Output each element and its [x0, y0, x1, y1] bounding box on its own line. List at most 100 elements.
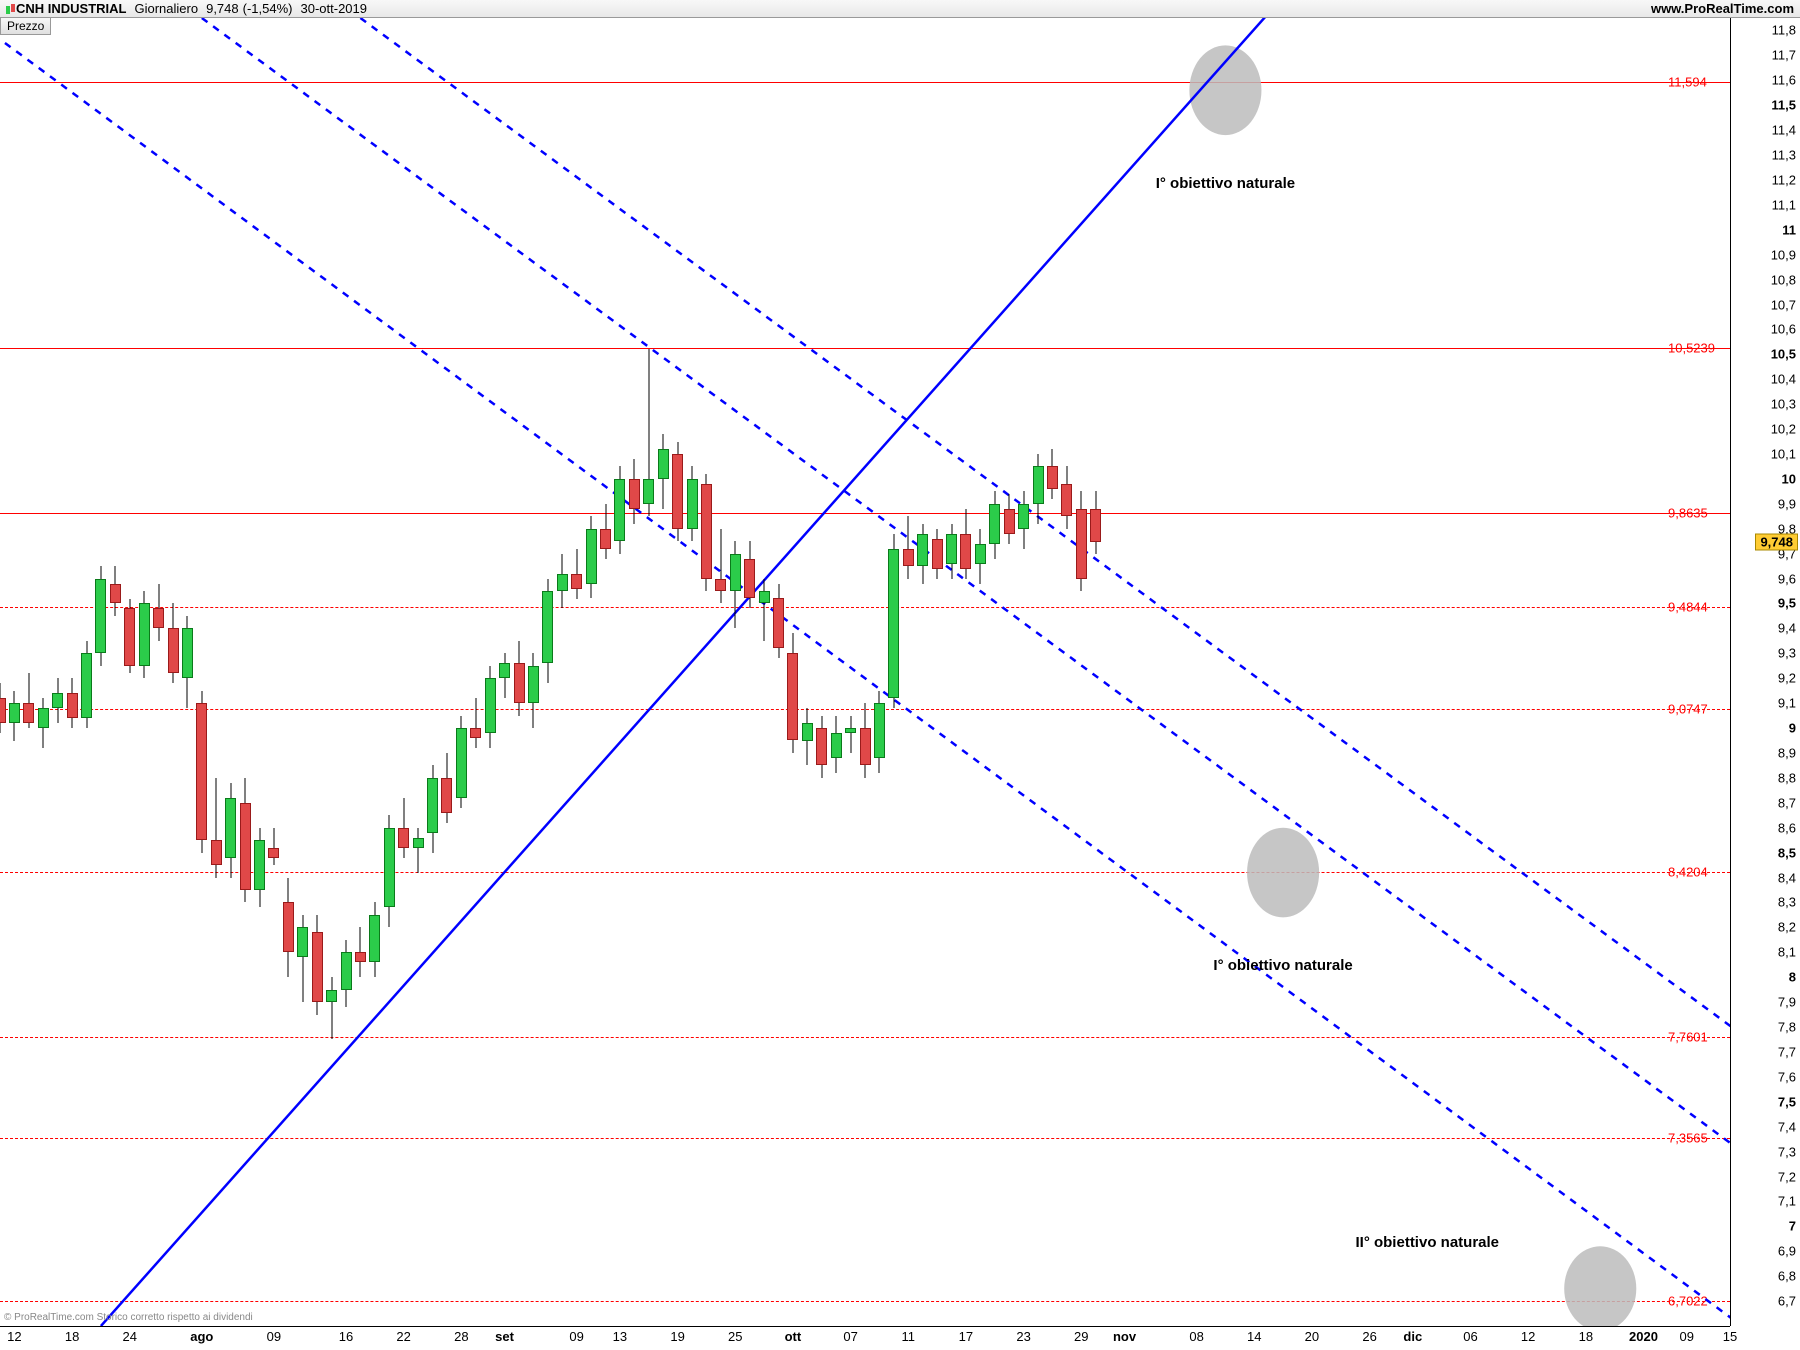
- candlestick: [427, 765, 438, 852]
- copyright-text: © ProRealTime.com Storico corretto rispe…: [4, 1312, 253, 1323]
- y-tick-label: 10,1: [1771, 447, 1796, 462]
- horizontal-level-label: 9,8635: [1668, 505, 1708, 520]
- y-axis: 11,811,711,611,511,411,311,211,11110,910…: [1730, 18, 1800, 1326]
- watermark-text: www.ProRealTime.com: [1651, 1, 1794, 16]
- candlestick: [845, 716, 856, 753]
- candlestick: [297, 915, 308, 1002]
- candlestick: [658, 434, 669, 509]
- y-tick-label: 10,4: [1771, 372, 1796, 387]
- y-tick-label: 9,1: [1778, 696, 1796, 711]
- candlestick: [831, 716, 842, 773]
- candlestick: [341, 940, 352, 1007]
- candlestick: [240, 778, 251, 903]
- candlestick: [456, 716, 467, 808]
- current-price-tag: 9,748: [1755, 533, 1798, 550]
- candlestick: [0, 683, 6, 733]
- x-tick-label: 28: [454, 1329, 468, 1344]
- x-tick-label: 18: [65, 1329, 79, 1344]
- y-tick-label: 7,7: [1778, 1044, 1796, 1059]
- candlestick: [153, 584, 164, 641]
- candlestick: [38, 698, 49, 748]
- candlestick: [312, 915, 323, 1015]
- candlestick: [1018, 491, 1029, 548]
- y-tick-label: 9,4: [1778, 621, 1796, 636]
- y-tick-label: 8,1: [1778, 945, 1796, 960]
- y-tick-label: 6,7: [1778, 1294, 1796, 1309]
- y-tick-label: 8,8: [1778, 770, 1796, 785]
- target-ellipse: [1564, 1246, 1636, 1326]
- y-tick-label: 8: [1789, 970, 1796, 985]
- y-tick-label: 11,7: [1772, 48, 1796, 63]
- x-tick-label: 06: [1463, 1329, 1477, 1344]
- y-tick-label: 10,3: [1771, 397, 1796, 412]
- horizontal-level-label: 9,4844: [1668, 600, 1708, 615]
- last-price: 9,748: [206, 1, 239, 16]
- chart-plot-area[interactable]: 11,59410,52399,86359,48449,07478,42047,7…: [0, 18, 1730, 1326]
- candlestick: [802, 708, 813, 765]
- candlestick: [398, 798, 409, 858]
- candlestick: [514, 641, 525, 716]
- y-tick-label: 7,9: [1778, 995, 1796, 1010]
- annotation-text: II° obiettivo naturale: [1355, 1234, 1499, 1251]
- candlestick: [759, 579, 770, 641]
- candlestick: [542, 579, 553, 684]
- candlestick: [571, 549, 582, 599]
- y-tick-label: 8,6: [1778, 820, 1796, 835]
- horizontal-level-line: [0, 513, 1730, 514]
- horizontal-level-label: 7,7601: [1668, 1029, 1708, 1044]
- chart-header: CNH INDUSTRIAL Giornaliero 9,748 (-1,54%…: [0, 0, 1800, 18]
- candlestick: [168, 603, 179, 683]
- candlestick: [860, 703, 871, 778]
- chart-date: 30-ott-2019: [301, 1, 368, 16]
- candlestick: [95, 566, 106, 666]
- candlestick: [67, 678, 78, 728]
- x-tick-label: 08: [1189, 1329, 1203, 1344]
- candlestick: [903, 516, 914, 578]
- candlestick: [672, 442, 683, 542]
- candlestick: [254, 828, 265, 908]
- y-tick-label: 8,5: [1778, 845, 1796, 860]
- y-tick-label: 9,9: [1778, 496, 1796, 511]
- candlestick: [888, 534, 899, 708]
- x-tick-label: 09: [1680, 1329, 1694, 1344]
- candlestick: [557, 554, 568, 609]
- candlestick: [874, 691, 885, 773]
- candlestick: [225, 783, 236, 878]
- x-tick-label: 12: [1521, 1329, 1535, 1344]
- y-tick-label: 7,4: [1778, 1119, 1796, 1134]
- candlestick: [196, 691, 207, 853]
- x-tick-label: 12: [7, 1329, 21, 1344]
- x-tick-label: set: [495, 1329, 514, 1344]
- y-tick-label: 8,3: [1778, 895, 1796, 910]
- candle-icon: [6, 4, 14, 14]
- x-tick-label: 09: [267, 1329, 281, 1344]
- y-tick-label: 11,6: [1772, 73, 1796, 88]
- candlestick: [975, 529, 986, 584]
- y-tick-label: 7,3: [1778, 1144, 1796, 1159]
- horizontal-level-label: 7,3565: [1668, 1130, 1708, 1145]
- horizontal-level-line: [0, 1037, 1730, 1038]
- annotation-text: I° obiettivo naturale: [1156, 175, 1295, 192]
- x-tick-label: 09: [569, 1329, 583, 1344]
- candlestick: [528, 653, 539, 728]
- y-tick-label: 11,1: [1772, 197, 1796, 212]
- candlestick: [355, 927, 366, 977]
- y-tick-label: 10,6: [1771, 322, 1796, 337]
- candlestick: [1004, 494, 1015, 544]
- y-tick-label: 11,5: [1771, 98, 1796, 113]
- x-tick-label: 11: [902, 1329, 916, 1344]
- symbol-name: CNH INDUSTRIAL: [16, 1, 127, 16]
- trend-line: [0, 18, 1730, 1326]
- y-tick-label: 6,9: [1778, 1244, 1796, 1259]
- candlestick: [730, 541, 741, 628]
- x-tick-label: 25: [728, 1329, 742, 1344]
- x-tick-label: 23: [1016, 1329, 1030, 1344]
- candlestick: [23, 673, 34, 728]
- x-tick-label: 07: [843, 1329, 857, 1344]
- overlay-svg: [0, 18, 1730, 1326]
- timeframe-label: Giornaliero: [135, 1, 199, 16]
- x-tick-label: 20: [1305, 1329, 1319, 1344]
- candlestick: [744, 541, 755, 608]
- candlestick: [600, 504, 611, 559]
- y-tick-label: 8,9: [1778, 745, 1796, 760]
